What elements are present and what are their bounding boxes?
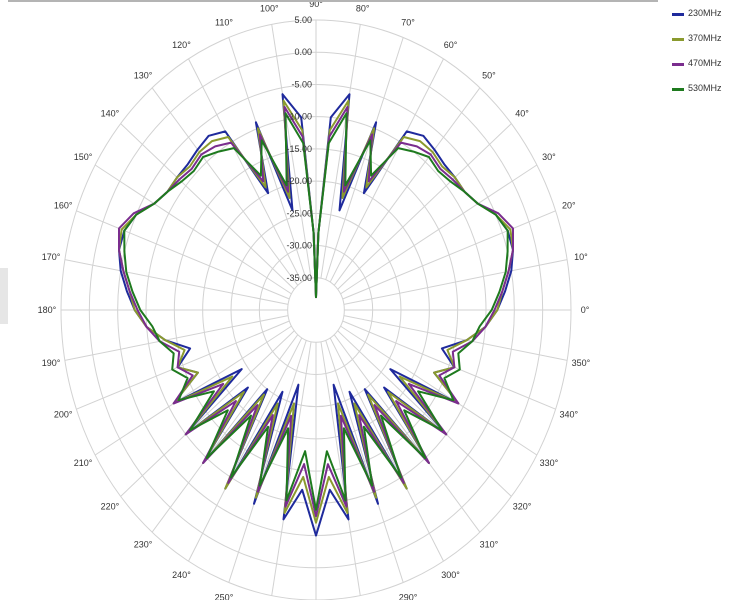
grid-spoke <box>325 340 404 583</box>
angle-tick-label: 0° <box>581 305 590 315</box>
angle-tick-label: 180° <box>38 305 57 315</box>
grid-spoke <box>151 87 299 286</box>
angle-tick-label: 50° <box>482 71 496 81</box>
left-edge-tab <box>0 268 8 324</box>
grid-spoke <box>340 325 538 456</box>
angle-tick-label: 190° <box>42 358 61 368</box>
grid-spoke <box>329 337 444 562</box>
angle-tick-label: 210° <box>74 458 93 468</box>
radial-tick-label: -10.00 <box>286 112 312 122</box>
angle-tick-label: 160° <box>54 200 73 210</box>
grid-spoke <box>76 320 290 410</box>
legend-label: 230MHz <box>688 8 722 18</box>
angle-tick-label: 100° <box>260 4 279 14</box>
series-line-530MHz <box>123 112 509 511</box>
angle-tick-label: 320° <box>513 502 532 512</box>
radial-tick-label: 0.00 <box>294 47 312 57</box>
angle-tick-label: 330° <box>540 458 559 468</box>
angle-tick-label: 230° <box>134 539 153 549</box>
angle-tick-label: 300° <box>441 570 460 580</box>
radial-tick-label: -5.00 <box>291 79 312 89</box>
radial-tick-label: -25.00 <box>286 208 312 218</box>
grid-spoke <box>94 164 292 295</box>
radial-tick-label: -15.00 <box>286 144 312 154</box>
angle-tick-label: 30° <box>542 152 556 162</box>
legend-swatch <box>672 38 684 41</box>
grid-spoke <box>343 259 568 305</box>
grid-spoke <box>94 325 292 456</box>
angle-tick-label: 90° <box>309 0 323 9</box>
angle-tick-label: 220° <box>101 502 120 512</box>
grid-spoke <box>325 37 404 280</box>
grid-spoke <box>188 337 303 562</box>
angle-tick-label: 310° <box>480 539 499 549</box>
grid-spoke <box>342 320 556 410</box>
legend-swatch <box>672 88 684 91</box>
grid-spoke <box>333 334 481 533</box>
grid-spoke <box>76 210 290 300</box>
angle-tick-label: 340° <box>559 410 578 420</box>
grid-spoke <box>342 210 556 300</box>
angle-tick-label: 150° <box>74 152 93 162</box>
grid-spoke <box>271 341 312 596</box>
angle-tick-label: 60° <box>444 40 458 50</box>
grid-spoke <box>340 164 538 295</box>
angle-tick-label: 110° <box>215 18 233 28</box>
radial-tick-label: -20.00 <box>286 176 312 186</box>
radial-tick-label: -35.00 <box>286 273 312 283</box>
radial-tick-label: 5.00 <box>294 15 312 25</box>
grid-spoke <box>333 87 481 286</box>
angle-tick-label: 250° <box>215 592 234 600</box>
grid-spoke <box>343 315 568 361</box>
angle-tick-label: 170° <box>42 252 61 262</box>
angle-tick-label: 20° <box>562 200 576 210</box>
radial-tick-label: -30.00 <box>286 241 312 251</box>
grid-spoke <box>329 58 444 283</box>
grid-spoke <box>64 315 289 361</box>
grid-spoke <box>151 334 299 533</box>
angle-tick-label: 200° <box>54 410 73 420</box>
grid-spoke <box>320 24 361 279</box>
angle-tick-label: 290° <box>399 592 418 600</box>
legend-swatch <box>672 63 684 66</box>
grid-spoke <box>271 24 312 279</box>
top-rule <box>8 0 658 2</box>
angle-tick-label: 240° <box>172 570 191 580</box>
grid-spoke <box>228 37 307 280</box>
grid-spoke <box>228 340 307 583</box>
grid-spoke <box>120 123 295 290</box>
legend-label: 370MHz <box>688 33 722 43</box>
grid-spoke <box>120 330 295 497</box>
grid-spoke <box>337 123 512 290</box>
grid-spoke <box>188 58 303 283</box>
legend-label: 530MHz <box>688 83 722 93</box>
angle-tick-label: 40° <box>515 108 529 118</box>
angle-tick-label: 10° <box>574 252 588 262</box>
legend-swatch <box>672 13 684 16</box>
angle-tick-label: 70° <box>401 18 415 28</box>
angle-tick-label: 130° <box>134 71 153 81</box>
angle-tick-label: 140° <box>101 108 120 118</box>
angle-tick-label: 350° <box>572 358 591 368</box>
legend-label: 470MHz <box>688 58 722 68</box>
angle-tick-label: 120° <box>172 40 191 50</box>
angle-tick-label: 80° <box>356 4 370 14</box>
grid-spoke <box>337 330 512 497</box>
grid-spoke <box>320 341 361 596</box>
grid-spoke <box>64 259 289 305</box>
